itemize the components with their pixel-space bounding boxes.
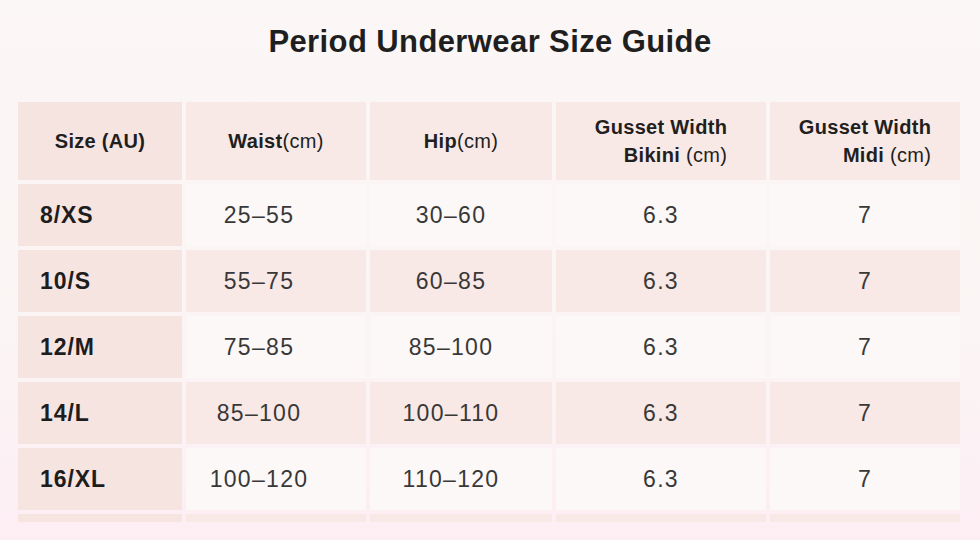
size-cell <box>18 514 182 522</box>
gusset-midi-cell: 7 <box>770 382 960 444</box>
gusset-bikini-cell <box>556 514 766 522</box>
hip-cell: 100–110 <box>370 382 552 444</box>
table-header-row: Size (AU) Waist (cm) Hip (cm) Gusset Wid… <box>18 102 960 180</box>
size-cell: 10/S <box>18 250 182 312</box>
column-header-gusset-midi-text: Gusset Width Midi (cm) <box>799 113 931 169</box>
column-header-hip-unit: (cm) <box>457 130 498 153</box>
gusset-midi-cell: 7 <box>770 448 960 510</box>
column-header-waist-unit: (cm) <box>282 130 323 153</box>
gusset-bikini-cell: 6.3 <box>556 316 766 378</box>
gusset-midi-cell: 7 <box>770 250 960 312</box>
page-title: Period Underwear Size Guide <box>0 24 980 60</box>
column-header-gusset-midi-line2: Midi <box>843 144 884 166</box>
column-header-gusset-bikini: Gusset Width Bikini (cm) <box>556 102 766 180</box>
hip-cell: 110–120 <box>370 448 552 510</box>
column-header-gusset-bikini-text: Gusset Width Bikini (cm) <box>595 113 727 169</box>
column-header-gusset-bikini-line2: Bikini <box>624 144 680 166</box>
gusset-bikini-cell: 6.3 <box>556 382 766 444</box>
table-row-14l: 14/L 85–100 100–110 6.3 7 <box>18 382 960 444</box>
hip-cell: 60–85 <box>370 250 552 312</box>
size-cell: 12/M <box>18 316 182 378</box>
size-cell: 14/L <box>18 382 182 444</box>
table-row-partial-cropped <box>18 514 960 522</box>
waist-cell: 100–120 <box>186 448 366 510</box>
waist-cell: 85–100 <box>186 382 366 444</box>
table-row-10s: 10/S 55–75 60–85 6.3 7 <box>18 250 960 312</box>
table-row-12m: 12/M 75–85 85–100 6.3 7 <box>18 316 960 378</box>
gusset-bikini-cell: 6.3 <box>556 250 766 312</box>
column-header-gusset-midi-line1: Gusset Width <box>799 116 931 138</box>
hip-cell: 85–100 <box>370 316 552 378</box>
size-guide-table: Size (AU) Waist (cm) Hip (cm) Gusset Wid… <box>18 102 960 522</box>
table-row-8xs: 8/XS 25–55 30–60 6.3 7 <box>18 184 960 246</box>
waist-cell: 55–75 <box>186 250 366 312</box>
gusset-bikini-cell: 6.3 <box>556 184 766 246</box>
table-row-16xl: 16/XL 100–120 110–120 6.3 7 <box>18 448 960 510</box>
column-header-gusset-bikini-unit: (cm) <box>680 144 727 166</box>
gusset-midi-cell: 7 <box>770 184 960 246</box>
column-header-waist-label: Waist <box>228 130 282 153</box>
column-header-hip-label: Hip <box>424 130 457 153</box>
gusset-midi-cell: 7 <box>770 316 960 378</box>
gusset-midi-cell <box>770 514 960 522</box>
waist-cell: 25–55 <box>186 184 366 246</box>
hip-cell: 30–60 <box>370 184 552 246</box>
column-header-hip: Hip (cm) <box>370 102 552 180</box>
waist-cell <box>186 514 366 522</box>
size-cell: 8/XS <box>18 184 182 246</box>
hip-cell <box>370 514 552 522</box>
column-header-gusset-bikini-line1: Gusset Width <box>595 116 727 138</box>
column-header-waist: Waist (cm) <box>186 102 366 180</box>
column-header-size: Size (AU) <box>18 102 182 180</box>
size-cell: 16/XL <box>18 448 182 510</box>
column-header-gusset-midi-unit: (cm) <box>884 144 931 166</box>
column-header-gusset-midi: Gusset Width Midi (cm) <box>770 102 960 180</box>
gusset-bikini-cell: 6.3 <box>556 448 766 510</box>
waist-cell: 75–85 <box>186 316 366 378</box>
